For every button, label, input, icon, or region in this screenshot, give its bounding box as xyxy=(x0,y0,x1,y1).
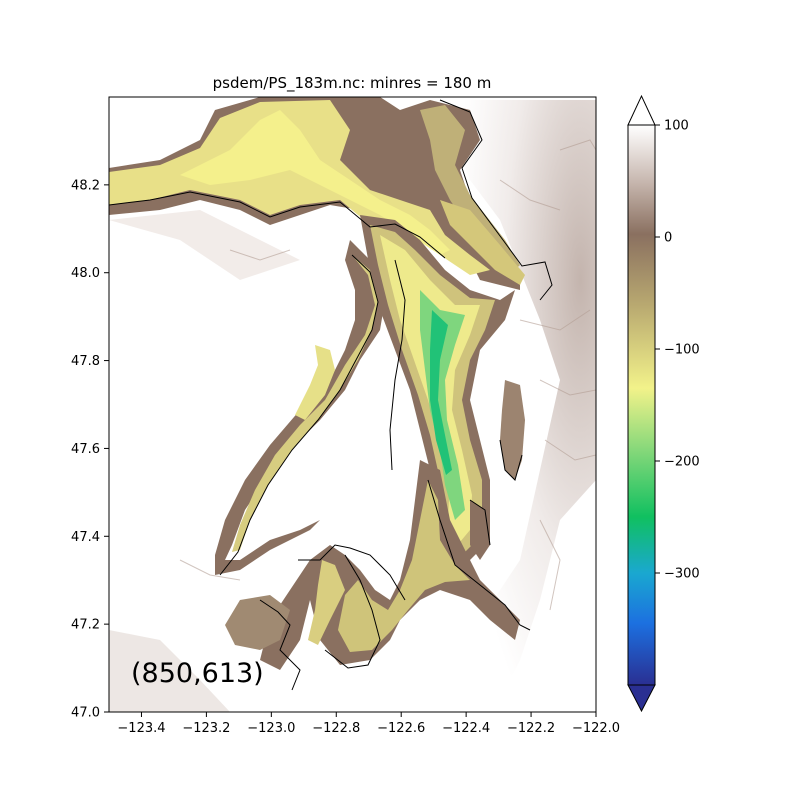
map-plot-area xyxy=(109,97,596,712)
x-axis: −123.4 −123.2 −123.0 −122.8 −122.6 −122.4 −122… xyxy=(117,712,620,736)
vashon-island-channel xyxy=(470,500,490,560)
chart-title: psdem/PS_183m.nc: minres = 180 m xyxy=(213,74,492,93)
y-tick-label: 47.8 xyxy=(71,354,100,369)
y-tick-label: 47.2 xyxy=(71,618,100,633)
land-drainage xyxy=(179,139,596,611)
x-tick-label: −123.2 xyxy=(182,721,230,736)
colorbar-fill xyxy=(628,125,655,685)
coastline xyxy=(109,99,553,691)
x-tick-label: −122.4 xyxy=(442,721,490,736)
colorbar-frame xyxy=(627,124,656,686)
colorbar-extend-bottom xyxy=(627,684,656,713)
axes-frame xyxy=(108,96,597,713)
x-tick-label: −122.0 xyxy=(572,721,620,736)
y-axis: 47.0 47.2 47.4 47.6 47.8 48.0 48.2 xyxy=(71,178,109,721)
land-shading-southwest xyxy=(109,210,300,280)
rosario-strait xyxy=(420,105,520,275)
x-tick-label: −123.0 xyxy=(247,721,295,736)
colorbar-ticks: 100 0 −100 −200 −300 xyxy=(655,119,700,582)
y-tick-label: 48.2 xyxy=(71,178,100,193)
land-shading-east xyxy=(440,100,596,700)
main-basin-trough xyxy=(430,310,452,475)
strait-channel xyxy=(180,110,450,255)
colorbar-tick-label: 0 xyxy=(664,231,672,246)
colorbar-extend-top xyxy=(627,94,656,126)
land-shading-west xyxy=(109,630,230,712)
strait-water xyxy=(109,100,490,275)
y-tick-label: 47.4 xyxy=(71,530,100,545)
grid-size-annotation: (850,613) xyxy=(131,658,264,689)
colorbar-tick-label: −200 xyxy=(664,455,700,470)
y-tick-label: 47.6 xyxy=(71,442,100,457)
lake-washington xyxy=(500,380,525,480)
y-tick-label: 47.0 xyxy=(71,706,100,721)
colorbar-tick-label: 100 xyxy=(664,119,689,134)
colorbar: 100 0 −100 −200 −300 xyxy=(627,94,700,713)
x-tick-label: −122.8 xyxy=(312,721,360,736)
x-tick-label: −122.6 xyxy=(377,721,425,736)
x-tick-label: −122.2 xyxy=(507,721,555,736)
y-tick-label: 48.0 xyxy=(71,266,100,281)
colorbar-tick-label: −100 xyxy=(664,343,700,358)
south-sound-water xyxy=(338,480,470,652)
hood-canal-water xyxy=(232,255,378,552)
carr-inlet xyxy=(308,560,345,645)
dabob-bay xyxy=(295,345,335,420)
saratoga-passage xyxy=(440,200,525,285)
x-tick-label: −123.4 xyxy=(117,721,165,736)
colorbar-tick-label: −300 xyxy=(664,567,700,582)
